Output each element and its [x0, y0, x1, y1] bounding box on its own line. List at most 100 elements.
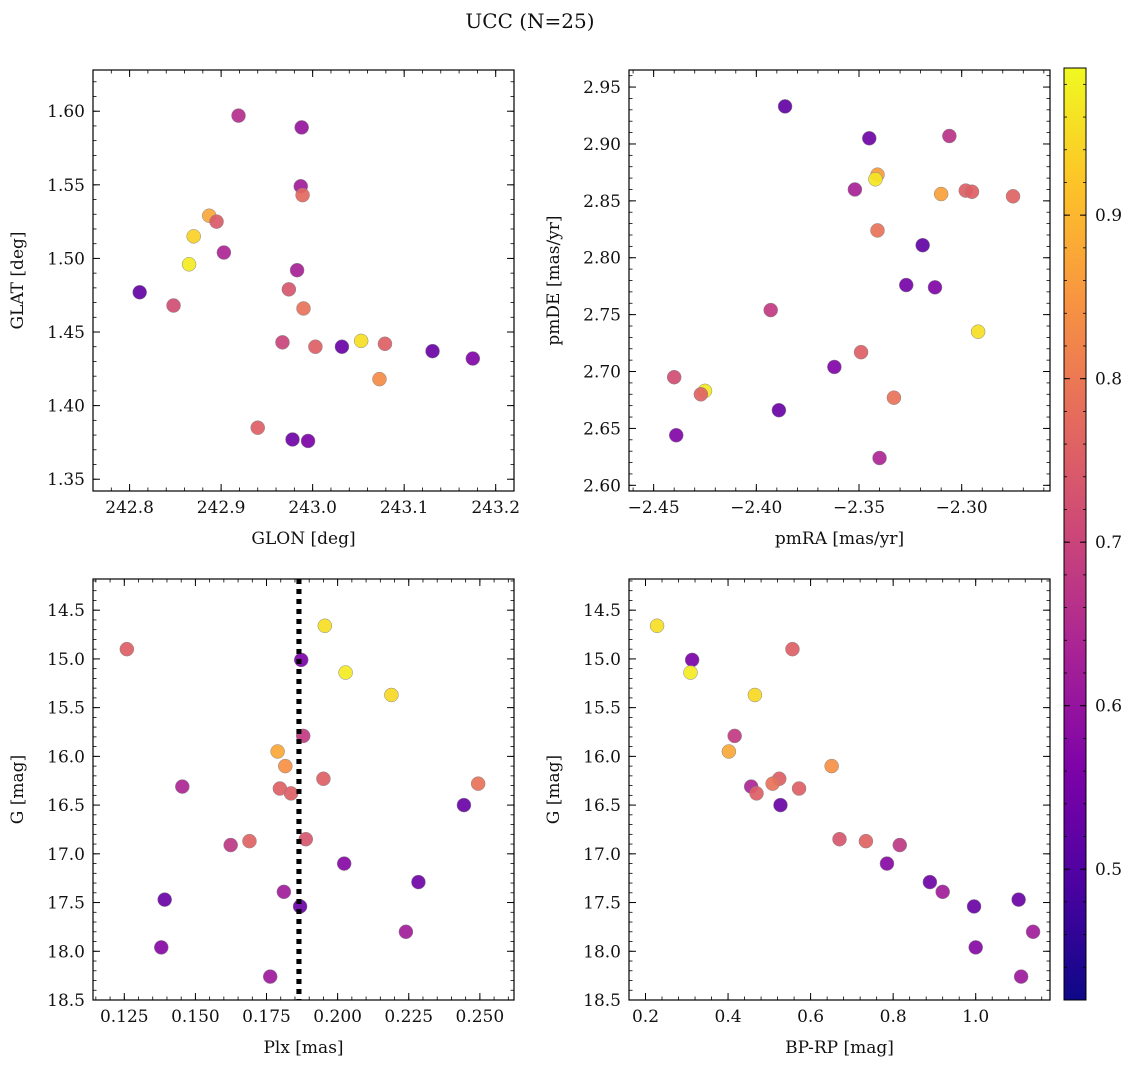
x-tick-label: 0.6: [797, 1007, 824, 1027]
data-point: [425, 343, 440, 359]
data-point: [186, 229, 201, 244]
panel-pmra-pmde: −2.45 −2.40 −2.35 −2.30 2.60 2.65 2.70 2.75 2.80…: [544, 69, 1051, 549]
data-point: [250, 420, 265, 435]
data-point: [456, 797, 472, 813]
y-tick-label: 2.80: [583, 249, 621, 269]
data-point: [785, 641, 800, 657]
plot-frame: [92, 578, 515, 1001]
data-point: [209, 214, 224, 229]
x-tick-label: −2.35: [833, 498, 885, 518]
x-tick-label: 0.150: [171, 1007, 220, 1027]
data-point: [872, 450, 887, 466]
y-axis-label: pmDE [mas/yr]: [544, 215, 564, 345]
colorbar-tick-label: 0.8: [1095, 370, 1122, 390]
data-point: [353, 333, 369, 349]
data-point: [862, 131, 877, 146]
data-point: [824, 758, 839, 774]
data-point: [411, 874, 426, 890]
plot-frame: [628, 69, 1051, 492]
colorbar-tick-label: 0.9: [1095, 206, 1122, 226]
y-tick-label: 2.60: [583, 476, 621, 496]
data-point: [749, 786, 764, 801]
y-tick-label: 17.0: [47, 845, 85, 865]
data-point: [879, 856, 895, 871]
panel-plx-g: 0.125 0.150 0.175 0.200 0.225 0.250 14.5 15.0 15…: [8, 578, 515, 1058]
x-tick-label: 0.125: [100, 1007, 149, 1027]
data-point: [721, 744, 737, 759]
data-point: [942, 128, 957, 144]
data-point: [181, 257, 197, 272]
data-point: [276, 884, 292, 900]
data-point: [295, 187, 310, 203]
x-tick-label: 0.4: [715, 1007, 742, 1027]
y-tick-label: 18.0: [583, 942, 621, 962]
y-tick-label: 17.5: [583, 894, 621, 914]
data-point: [1005, 189, 1021, 204]
x-tick-label: 243.0: [288, 498, 337, 518]
panel-glon-glat: 242.8 242.9 243.0 243.1 243.2 1.35 1.40 1.45 1.5…: [8, 69, 520, 549]
y-tick-label: 2.85: [583, 192, 621, 212]
data-point: [285, 432, 300, 447]
plot-frame: [92, 69, 515, 492]
y-tick-label: 15.0: [47, 650, 85, 670]
data-point: [281, 282, 297, 297]
data-point: [275, 335, 290, 350]
data-point: [470, 776, 486, 791]
data-point: [1025, 924, 1041, 940]
plot-frame: [628, 578, 1051, 1001]
data-point: [649, 618, 665, 634]
y-tick-label: 1.45: [47, 323, 85, 343]
data-point: [1011, 892, 1026, 907]
data-point: [847, 182, 863, 197]
data-point: [915, 237, 930, 253]
y-tick-label: 18.5: [583, 991, 621, 1011]
data-point: [132, 285, 147, 300]
data-point: [964, 184, 980, 199]
x-tick-label: 0.175: [242, 1007, 291, 1027]
colorbar-tick-label: 0.6: [1095, 697, 1122, 717]
y-tick-label: 17.5: [47, 894, 85, 914]
x-tick-label: −2.30: [936, 498, 988, 518]
x-tick-label: 0.2: [632, 1007, 659, 1027]
data-point: [334, 339, 350, 354]
x-tick-label: 243.1: [380, 498, 429, 518]
data-point: [294, 120, 309, 135]
data-point: [338, 665, 353, 680]
data-point: [771, 402, 787, 418]
data-point: [892, 837, 908, 853]
colorbar-tick-label: 0.7: [1095, 533, 1122, 553]
data-point: [922, 874, 938, 890]
panel-bprp-g: 0.2 0.4 0.6 0.8 1.0 14.5 15.0 15.5 16.0 16.5 17.0 1…: [544, 578, 1051, 1058]
data-point: [935, 884, 950, 900]
x-tick-label: −2.45: [628, 498, 680, 518]
data-point: [666, 369, 682, 385]
data-point: [858, 833, 874, 849]
data-point: [966, 899, 982, 914]
y-tick-label: 1.40: [47, 397, 85, 417]
data-point: [968, 940, 983, 955]
y-tick-label: 2.90: [583, 135, 621, 155]
data-point: [693, 387, 709, 402]
x-tick-label: 0.8: [880, 1007, 907, 1027]
y-tick-label: 17.0: [583, 845, 621, 865]
data-point: [283, 786, 299, 801]
data-point: [886, 390, 902, 405]
y-tick-label: 2.65: [583, 419, 621, 439]
data-point: [773, 797, 788, 813]
data-point: [166, 298, 181, 313]
data-point: [763, 302, 778, 318]
y-tick-label: 1.55: [47, 176, 85, 196]
data-point: [933, 186, 949, 202]
data-point: [296, 301, 311, 316]
y-tick-label: 2.75: [583, 306, 621, 326]
data-point: [231, 108, 246, 123]
data-point: [765, 776, 780, 791]
colorbar-tick-label: 0.5: [1095, 860, 1122, 880]
x-tick-label: 242.8: [105, 498, 154, 518]
data-point: [270, 744, 285, 759]
figure-title: UCC (N=25): [465, 9, 594, 33]
data-point: [308, 339, 323, 354]
data-point: [317, 618, 333, 634]
data-point: [791, 781, 807, 796]
y-axis-label: GLAT [deg]: [8, 231, 28, 329]
